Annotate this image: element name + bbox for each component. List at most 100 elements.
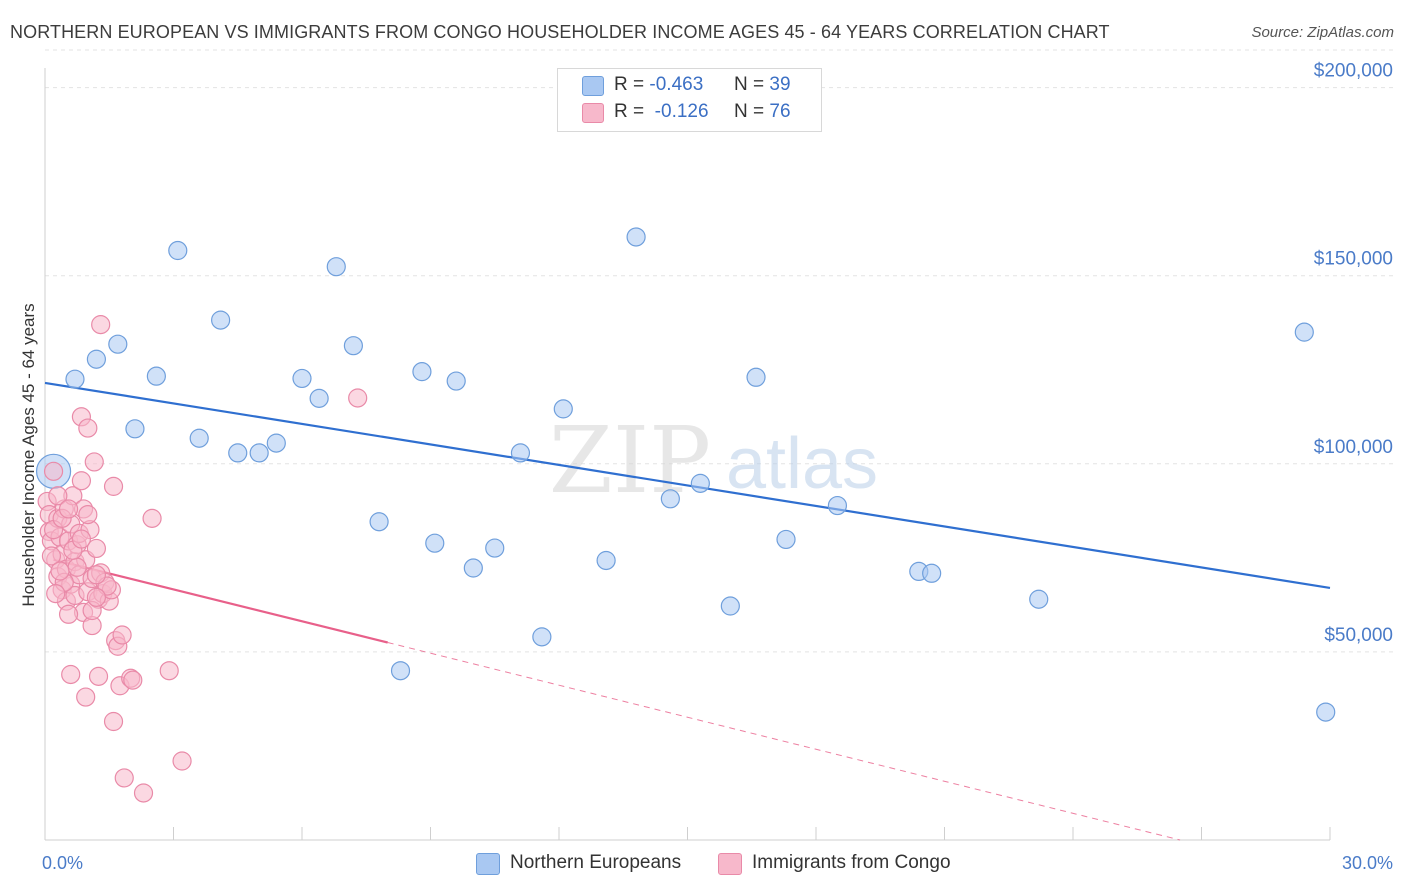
point-immigrant-congo bbox=[348, 388, 368, 408]
point-northern-european bbox=[168, 240, 188, 261]
point-immigrant-congo bbox=[86, 565, 107, 585]
point-northern-european bbox=[1294, 322, 1314, 342]
point-northern-european bbox=[720, 596, 740, 616]
point-northern-european bbox=[626, 227, 646, 247]
point-northern-european bbox=[146, 366, 166, 386]
point-immigrant-congo bbox=[41, 546, 62, 566]
trend-line-congo-extension bbox=[387, 642, 1181, 841]
point-immigrant-congo bbox=[61, 664, 81, 685]
y-tick-label: $200,000 bbox=[1314, 61, 1393, 82]
stats-row-congo: R = -0.126 N = 76 bbox=[558, 100, 821, 126]
point-northern-european bbox=[249, 443, 269, 463]
point-northern-european bbox=[86, 349, 107, 369]
point-northern-european bbox=[390, 661, 411, 681]
stats-n-value: 39 bbox=[769, 74, 791, 95]
point-immigrant-congo bbox=[172, 751, 192, 771]
stats-row-northern: R = -0.463 N = 39 bbox=[558, 73, 821, 99]
point-northern-european bbox=[746, 367, 766, 387]
stats-r-value: -0.463 bbox=[649, 74, 704, 95]
legend-swatch-northern bbox=[476, 853, 500, 875]
point-immigrant-congo bbox=[103, 476, 124, 496]
point-northern-european bbox=[125, 419, 145, 439]
point-northern-european bbox=[1316, 702, 1336, 722]
stats-legend: R = -0.463 N = 39 R = -0.126 N = 76 bbox=[557, 68, 822, 132]
point-immigrant-congo bbox=[67, 557, 87, 577]
point-immigrant-congo bbox=[84, 452, 104, 472]
y-tick-label: $100,000 bbox=[1314, 437, 1393, 458]
y-tick-label: $50,000 bbox=[1324, 625, 1393, 646]
point-northern-european bbox=[922, 563, 942, 583]
point-immigrant-congo bbox=[91, 315, 111, 335]
point-immigrant-congo bbox=[46, 583, 66, 604]
point-northern-european bbox=[369, 512, 389, 532]
point-immigrant-congo bbox=[123, 670, 143, 690]
legend-label-northern: Northern Europeans bbox=[510, 852, 682, 873]
series-legend: Northern Europeans Immigrants from Congo bbox=[0, 852, 1406, 878]
point-immigrant-congo bbox=[58, 499, 79, 519]
point-immigrant-congo bbox=[88, 666, 109, 686]
point-northern-european bbox=[660, 489, 680, 509]
point-immigrant-congo bbox=[71, 529, 92, 549]
point-immigrant-congo bbox=[48, 486, 68, 506]
stats-n-label: N = bbox=[734, 101, 765, 122]
stats-n-label: N = bbox=[734, 74, 765, 95]
point-immigrant-congo bbox=[76, 687, 96, 707]
point-northern-european bbox=[463, 558, 483, 578]
point-northern-european bbox=[553, 399, 573, 419]
point-northern-european bbox=[412, 362, 432, 382]
point-immigrant-congo bbox=[114, 768, 134, 788]
trend-line-northern bbox=[44, 381, 1331, 590]
point-immigrant-congo bbox=[78, 504, 98, 525]
stats-swatch-congo bbox=[582, 103, 604, 123]
watermark-zip: ZIP bbox=[549, 407, 711, 514]
watermark-atlas: atlas bbox=[726, 424, 878, 504]
y-tick-label: $150,000 bbox=[1314, 249, 1393, 270]
point-immigrant-congo bbox=[103, 711, 124, 732]
point-northern-european bbox=[211, 310, 231, 330]
point-immigrant-congo bbox=[159, 661, 179, 681]
point-immigrant-congo bbox=[71, 471, 92, 491]
point-northern-european bbox=[266, 433, 286, 453]
watermark: ZIP atlas bbox=[549, 407, 878, 514]
point-northern-european bbox=[446, 371, 466, 391]
point-northern-european bbox=[776, 529, 796, 550]
y-axis-label: Householder Income Ages 45 - 64 years bbox=[19, 303, 38, 606]
point-northern-european bbox=[309, 388, 329, 408]
chart-title: NORTHERN EUROPEAN VS IMMIGRANTS FROM CON… bbox=[10, 22, 1110, 42]
point-immigrant-congo bbox=[50, 561, 70, 581]
point-immigrant-congo bbox=[43, 461, 64, 481]
point-immigrant-congo bbox=[78, 418, 98, 438]
point-northern-european bbox=[690, 473, 710, 493]
point-northern-european bbox=[343, 336, 363, 356]
point-northern-european bbox=[425, 533, 445, 553]
point-northern-european bbox=[292, 368, 312, 389]
stats-r-value: -0.126 bbox=[654, 101, 709, 122]
chart-source: Source: ZipAtlas.com bbox=[1251, 24, 1394, 41]
legend-swatch-congo bbox=[718, 853, 742, 875]
point-immigrant-congo bbox=[142, 508, 162, 528]
point-immigrant-congo bbox=[112, 625, 132, 645]
point-northern-european bbox=[827, 495, 848, 516]
grid-lines bbox=[45, 49, 1395, 653]
point-immigrant-congo bbox=[86, 587, 107, 607]
point-immigrant-congo bbox=[133, 783, 154, 803]
point-northern-european bbox=[1029, 589, 1049, 609]
point-northern-european bbox=[228, 443, 248, 463]
axes bbox=[44, 68, 1331, 841]
point-northern-european bbox=[65, 369, 85, 389]
point-northern-european bbox=[596, 550, 616, 571]
point-northern-european bbox=[532, 627, 552, 647]
x-tick-label: 30.0% bbox=[1342, 853, 1393, 873]
stats-n-value: 76 bbox=[769, 101, 791, 122]
point-immigrant-congo bbox=[86, 538, 107, 559]
stats-r-label: R = bbox=[614, 101, 645, 122]
point-northern-european bbox=[189, 428, 209, 448]
x-tick-label: 0.0% bbox=[42, 853, 83, 873]
point-immigrant-congo bbox=[58, 604, 79, 624]
data-points bbox=[35, 227, 1336, 803]
stats-swatch-northern bbox=[582, 76, 604, 96]
tick-labels: $50,000 $100,000 $150,000 $200,000 0.0% 30.0% bbox=[42, 61, 1393, 873]
point-northern-european bbox=[485, 538, 505, 558]
legend-label-congo: Immigrants from Congo bbox=[752, 852, 951, 873]
